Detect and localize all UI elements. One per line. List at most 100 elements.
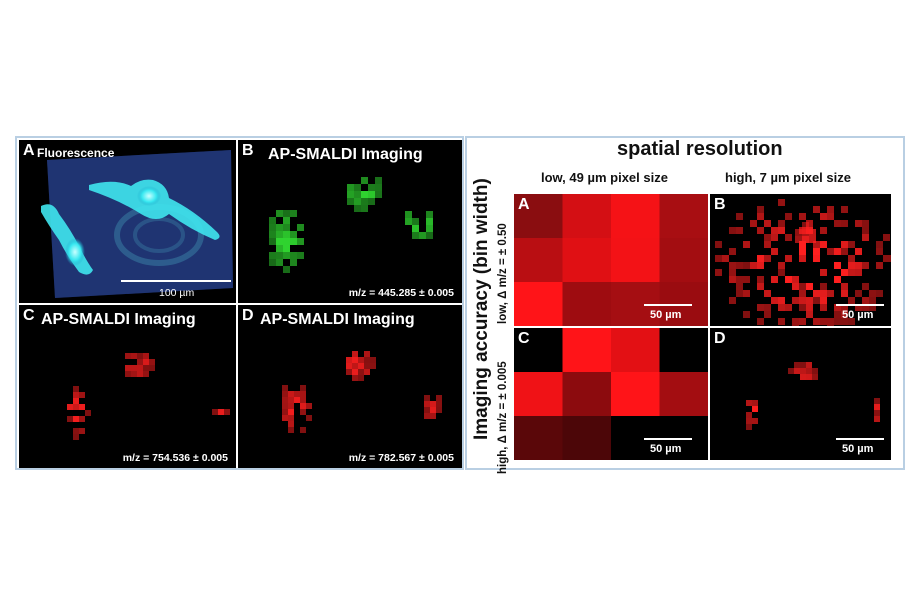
ion-pixel [746,418,752,424]
ion-pixel [352,363,358,369]
ion-pixel [412,225,419,232]
res-letter-a: A [518,196,530,213]
mosaic-pixel [562,416,612,460]
ion-pixel [855,269,862,276]
ion-pixel [834,318,841,325]
panel-d-mz: m/z = 782.567 ± 0.005 [348,452,454,464]
low-res-image-a [514,194,708,326]
ion-pixel [757,206,764,213]
scale-bar-a-label: 100 µm [159,287,195,299]
ion-pixel [137,359,143,365]
panel-b-title: AP-SMALDI Imaging [268,146,423,163]
ion-pixel [300,409,306,415]
ion-pixel [715,241,722,248]
ion-pixel [778,297,785,304]
ion-pixel [799,290,806,297]
ion-pixel [283,238,290,245]
ion-pixel [862,297,869,304]
ion-pixel [757,227,764,234]
ion-pixel [137,365,143,371]
left-figure-frame: A Fluorescence 100 µm B AP-SMALDI Imagin… [15,136,464,470]
ion-pixel [820,297,827,304]
ion-pixel [361,198,368,205]
ion-pixel [757,304,764,311]
ion-pixel [799,304,806,311]
ion-pixel [862,234,869,241]
resolution-panel-b: B 50 µm [710,194,891,326]
ion-pixel [283,224,290,231]
ion-pixel [294,391,300,397]
ion-pixel [729,262,736,269]
res-letter-b: B [714,196,726,213]
ion-pixel [412,218,419,225]
ion-pixel [778,269,785,276]
scale-bar-rd-label: 50 µm [842,443,874,455]
ion-pixel [806,304,813,311]
ion-pixel [736,290,743,297]
ion-pixel [149,359,155,365]
ion-pixel [869,290,876,297]
ion-pixel [757,262,764,269]
ion-pixel [137,353,143,359]
ion-pixel [813,255,820,262]
ion-pixel [358,363,364,369]
ion-pixel [294,397,300,403]
ap-smaldi-panel-d: D AP-SMALDI Imaging m/z = 782.567 ± 0.00… [238,305,462,468]
ion-pixel [276,238,283,245]
ion-pixel [729,297,736,304]
ion-pixel [813,290,820,297]
ion-pixel [358,375,364,381]
ion-pixel [827,248,834,255]
ion-pixel [874,416,880,422]
ion-pixel [874,410,880,416]
ion-pixel [869,297,876,304]
ion-pixel [368,184,375,191]
ion-pixel [375,191,382,198]
ion-pixel [841,241,848,248]
ion-pixel [778,304,785,311]
ion-pixel [874,404,880,410]
ion-pixel [269,231,276,238]
ion-pixel [820,269,827,276]
column-header-high: high, 7 µm pixel size [725,170,851,185]
ion-pixel [412,232,419,239]
ion-pixel [736,262,743,269]
ion-pixel [794,362,800,368]
right-figure-frame: spatial resolution low, 49 µm pixel size… [465,136,905,474]
ion-pixel [802,229,809,236]
panel-letter-a: A [23,142,35,159]
ion-pixel [430,413,436,419]
ion-pixel [809,236,816,243]
ion-pixel [792,318,799,325]
ion-pixel [722,255,729,262]
ion-pixel [300,427,306,433]
ion-pixel [736,276,743,283]
ion-pixel [795,236,802,243]
ion-pixel [750,220,757,227]
ion-pixel [785,255,792,262]
ion-pixel [855,262,862,269]
ion-pixel [269,217,276,224]
ion-pixel [827,318,834,325]
mosaic-pixel [562,282,612,326]
ion-pixel [73,392,79,398]
ion-pixel [306,415,312,421]
ion-pixel [757,213,764,220]
ion-pixel [890,255,891,262]
ion-pixel [352,375,358,381]
ion-pixel [85,410,91,416]
ion-pixel [269,252,276,259]
ion-pixel [347,184,354,191]
ion-pixel [283,217,290,224]
ion-pixel [358,369,364,375]
ion-pixel [841,318,848,325]
ion-pixel [288,415,294,421]
ion-pixel [834,304,841,311]
column-header-low: low, 49 µm pixel size [541,170,668,185]
ion-pixel [424,407,430,413]
ion-pixel [778,318,785,325]
ion-pixel [79,392,85,398]
ion-pixel [855,220,862,227]
res-letter-c: C [518,330,530,347]
panel-letter-b: B [242,142,254,159]
